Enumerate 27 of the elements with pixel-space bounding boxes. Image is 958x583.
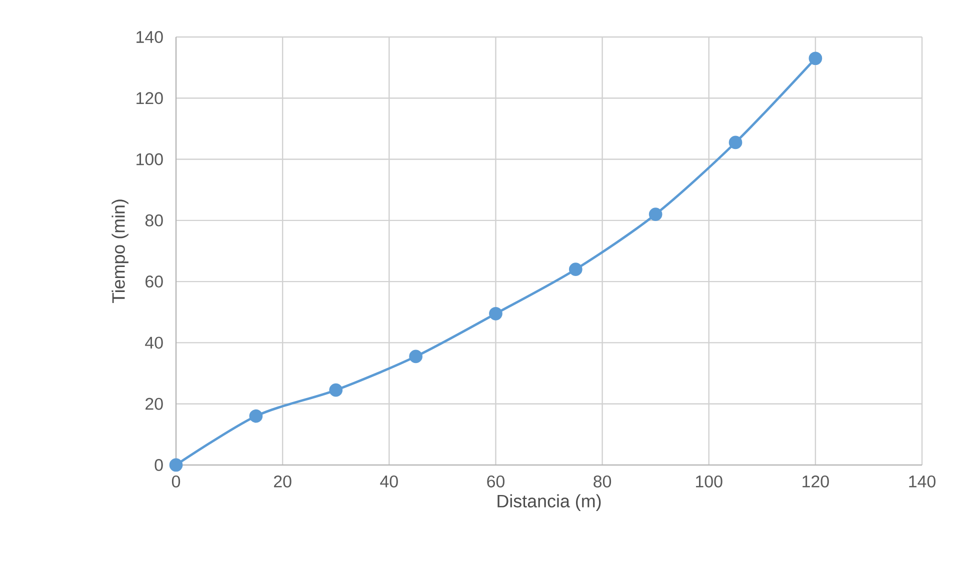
x-tick-label: 100 — [696, 475, 722, 488]
x-tick-label: 0 — [172, 475, 180, 488]
y-tick-label: 80 — [145, 214, 163, 226]
x-tick-label: 120 — [802, 475, 829, 488]
x-tick-label: 80 — [594, 475, 612, 488]
y-tick-label: 60 — [146, 276, 163, 288]
point — [728, 136, 742, 150]
point — [489, 306, 502, 320]
y-tick-label: 140 — [136, 30, 163, 43]
y-tick-label: 100 — [136, 153, 163, 166]
y-tick-label: 20 — [146, 398, 163, 410]
point — [409, 350, 422, 364]
y-axis-title: Tiempo (min) — [112, 200, 128, 304]
point — [169, 458, 183, 472]
x-axis-title: Distancia (m) — [498, 494, 601, 512]
point — [249, 409, 263, 423]
point — [568, 262, 582, 276]
x-tick-label: 60 — [487, 475, 504, 488]
y-tick-label: 40 — [145, 336, 163, 349]
x-tick-label: 140 — [909, 475, 936, 488]
point — [648, 208, 662, 221]
x-tick-label: 20 — [274, 475, 292, 488]
y-tick-label: 0 — [154, 458, 163, 471]
point — [808, 52, 822, 66]
x-tick-label: 40 — [380, 475, 398, 488]
point — [329, 383, 343, 397]
y-tick-label: 120 — [136, 92, 163, 104]
